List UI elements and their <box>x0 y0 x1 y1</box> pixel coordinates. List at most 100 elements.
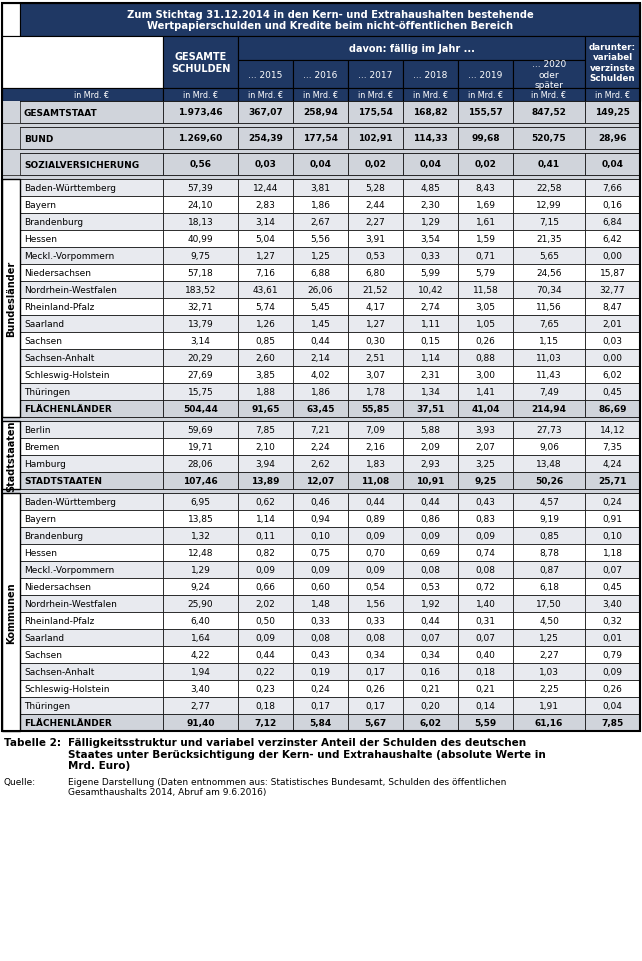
Bar <box>2 579 20 596</box>
Bar <box>293 456 348 473</box>
Bar <box>2 422 20 438</box>
Text: 3,14: 3,14 <box>256 218 275 227</box>
Bar <box>403 213 458 231</box>
Bar <box>458 299 513 315</box>
Bar <box>2 663 20 680</box>
Text: 0,17: 0,17 <box>365 702 385 710</box>
Bar <box>348 89 403 102</box>
Bar <box>20 438 163 456</box>
Bar <box>163 299 238 315</box>
Bar <box>458 714 513 731</box>
Bar <box>238 282 293 299</box>
Bar <box>293 698 348 714</box>
Bar <box>163 545 238 561</box>
Bar <box>293 401 348 418</box>
Text: 0,87: 0,87 <box>539 565 559 575</box>
Bar <box>348 680 403 698</box>
Bar <box>585 197 640 213</box>
Bar <box>403 282 458 299</box>
Bar <box>585 231 640 248</box>
Text: 0,08: 0,08 <box>421 565 440 575</box>
Text: 0,24: 0,24 <box>603 498 622 506</box>
Bar <box>2 561 20 579</box>
Text: 2,30: 2,30 <box>421 201 440 209</box>
Bar <box>513 154 585 176</box>
Text: 1,86: 1,86 <box>311 387 331 397</box>
Bar <box>458 102 513 124</box>
Text: 0,70: 0,70 <box>365 549 385 557</box>
Bar <box>458 128 513 150</box>
Text: 91,40: 91,40 <box>186 718 215 727</box>
Text: 2,31: 2,31 <box>421 371 440 380</box>
Text: 1,91: 1,91 <box>539 702 559 710</box>
Bar <box>458 663 513 680</box>
Bar <box>403 714 458 731</box>
Bar <box>238 680 293 698</box>
Bar <box>513 128 585 150</box>
Text: 0,09: 0,09 <box>311 565 331 575</box>
Bar <box>348 510 403 528</box>
Text: 2,09: 2,09 <box>421 442 440 452</box>
Bar <box>20 473 163 489</box>
Bar <box>2 494 20 731</box>
Text: 0,94: 0,94 <box>311 514 331 524</box>
Text: 7,21: 7,21 <box>311 426 331 434</box>
Bar <box>163 494 238 510</box>
Bar <box>585 315 640 333</box>
Text: 1,94: 1,94 <box>191 667 211 677</box>
Bar <box>2 299 20 315</box>
Bar <box>585 248 640 264</box>
Bar <box>2 231 20 248</box>
Text: Sachsen: Sachsen <box>24 336 62 346</box>
Bar <box>238 315 293 333</box>
Text: 3,40: 3,40 <box>603 600 623 608</box>
Bar <box>513 61 585 89</box>
Text: 19,71: 19,71 <box>187 442 213 452</box>
Text: 0,89: 0,89 <box>365 514 385 524</box>
Text: 1,45: 1,45 <box>311 320 331 329</box>
Bar <box>403 510 458 528</box>
Text: 0,19: 0,19 <box>311 667 331 677</box>
Text: 10,42: 10,42 <box>418 285 443 295</box>
Bar <box>458 197 513 213</box>
Bar <box>513 282 585 299</box>
Bar <box>238 128 293 150</box>
Bar <box>513 248 585 264</box>
Text: 155,57: 155,57 <box>468 109 503 117</box>
Bar <box>513 663 585 680</box>
Bar <box>513 213 585 231</box>
Text: 1,64: 1,64 <box>191 633 211 642</box>
Text: 8,43: 8,43 <box>476 184 496 193</box>
Text: Rheinland-Pfalz: Rheinland-Pfalz <box>24 303 94 311</box>
Text: 5,04: 5,04 <box>256 234 275 244</box>
Text: 6,02: 6,02 <box>419 718 442 727</box>
Text: Rheinland-Pfalz: Rheinland-Pfalz <box>24 616 94 626</box>
Bar <box>403 383 458 401</box>
Text: 0,50: 0,50 <box>256 616 275 626</box>
Bar <box>163 510 238 528</box>
Bar <box>238 612 293 629</box>
Bar <box>403 494 458 510</box>
Text: 3,94: 3,94 <box>256 459 275 469</box>
Bar <box>458 282 513 299</box>
Bar <box>238 264 293 282</box>
Bar <box>20 248 163 264</box>
Bar <box>293 180 348 197</box>
Bar <box>238 438 293 456</box>
Bar <box>293 154 348 176</box>
Text: 0,33: 0,33 <box>421 252 440 260</box>
Text: 0,15: 0,15 <box>421 336 440 346</box>
Text: in Mrd. €: in Mrd. € <box>303 91 338 100</box>
Text: 0,18: 0,18 <box>476 667 496 677</box>
Text: Hamburg: Hamburg <box>24 459 66 469</box>
Text: 0,62: 0,62 <box>256 498 275 506</box>
Bar <box>403 596 458 612</box>
Bar <box>458 180 513 197</box>
Bar <box>585 37 640 89</box>
Text: 0,16: 0,16 <box>602 201 623 209</box>
Bar <box>163 366 238 383</box>
Text: 1,15: 1,15 <box>539 336 559 346</box>
Bar <box>20 663 163 680</box>
Text: 0,04: 0,04 <box>419 160 442 169</box>
Text: 27,73: 27,73 <box>536 426 562 434</box>
